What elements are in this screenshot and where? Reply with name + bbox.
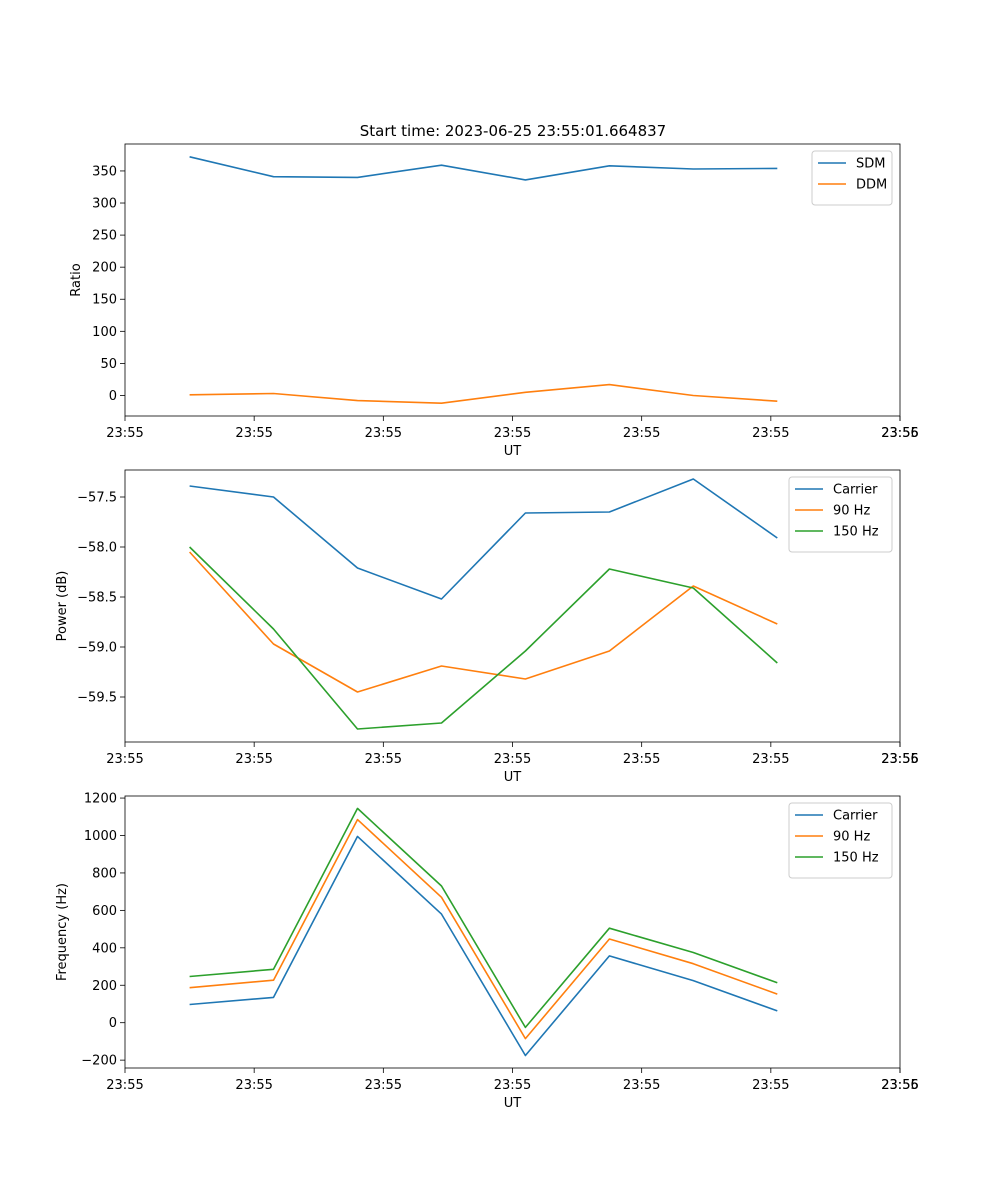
plot-frame bbox=[124, 469, 901, 743]
x-axis-label: UT bbox=[504, 444, 522, 459]
y-tick-label: 0 bbox=[109, 389, 117, 404]
x-tick-label: 23:55 bbox=[881, 426, 918, 441]
x-tick-label: 23:55 bbox=[235, 1078, 272, 1093]
y-tick-label: 1000 bbox=[84, 829, 117, 844]
y-tick-label: 300 bbox=[92, 197, 117, 212]
x-tick-label: 23:55 bbox=[623, 752, 660, 767]
y-axis-label: Ratio bbox=[69, 263, 84, 296]
legend: Carrier 90 Hz 150 Hz bbox=[788, 476, 893, 553]
x-tick-label: 23:55 bbox=[365, 752, 402, 767]
y-tick-label: 400 bbox=[92, 941, 117, 956]
y-axis-label: Frequency (Hz) bbox=[55, 883, 70, 981]
legend-label: SDM bbox=[856, 157, 885, 172]
legend-box bbox=[788, 802, 893, 879]
chart-panel-3: 23:55 23:55 23:55 23:55 23:55 23:55 23:5523:56… bbox=[55, 792, 919, 1111]
chart-panel-1: 23:55 23:55 23:55 23:55 23:55 23:55 23:5523:56… bbox=[69, 143, 919, 459]
plot-frame bbox=[124, 143, 901, 417]
y-tick-label: −57.5 bbox=[77, 491, 117, 506]
series-line-carrier bbox=[189, 478, 778, 600]
legend-label: Carrier bbox=[833, 809, 878, 824]
y-tick-label: 150 bbox=[92, 293, 117, 308]
series-line-90-hz bbox=[189, 818, 778, 1040]
x-tick-label: 23:55 bbox=[752, 426, 789, 441]
axes-layer: 23:55 23:55 23:55 23:55 23:55 23:55 23:5523:56… bbox=[55, 143, 919, 1111]
series-line-carrier bbox=[189, 835, 778, 1057]
series-line-90-hz bbox=[189, 551, 778, 693]
series-line-150-hz bbox=[189, 807, 778, 1029]
y-tick-label: −58.0 bbox=[77, 541, 117, 556]
legend: SDM DDM bbox=[811, 150, 893, 206]
y-tick-label: −59.0 bbox=[77, 641, 117, 656]
x-tick-label: 23:55 bbox=[494, 426, 531, 441]
x-axis-label: UT bbox=[504, 1096, 522, 1111]
y-tick-label: 100 bbox=[92, 325, 117, 340]
x-tick-label: 23:55 bbox=[623, 1078, 660, 1093]
x-axis-label: UT bbox=[504, 770, 522, 785]
y-tick-label: −200 bbox=[81, 1054, 117, 1069]
x-tick-label: 23:55 bbox=[106, 426, 143, 441]
legend: Carrier 90 Hz 150 Hz bbox=[788, 802, 893, 879]
legend-label: 90 Hz bbox=[833, 830, 870, 845]
legend-box bbox=[788, 476, 893, 553]
x-tick-label: 23:55 bbox=[365, 426, 402, 441]
legend-box bbox=[811, 150, 893, 206]
x-tick-label: 23:55 bbox=[752, 752, 789, 767]
y-tick-label: 800 bbox=[92, 866, 117, 881]
plot-frame bbox=[124, 795, 901, 1069]
x-tick-label: 23:56 bbox=[881, 1078, 918, 1093]
y-tick-label: 50 bbox=[100, 357, 117, 372]
x-tick-label: 23:55 bbox=[881, 752, 918, 767]
y-tick-label: 600 bbox=[92, 904, 117, 919]
series-line-sdm bbox=[189, 156, 778, 181]
y-axis-label: Power (dB) bbox=[55, 571, 70, 642]
legend-label: 90 Hz bbox=[833, 504, 870, 519]
figure-title: Start time: 2023-06-25 23:55:01.664837 bbox=[360, 122, 666, 140]
x-tick-label: 23:56 bbox=[881, 426, 918, 441]
x-tick-label: 23:55 bbox=[106, 752, 143, 767]
legend-label: Carrier bbox=[833, 483, 878, 498]
x-tick-label: 23:56 bbox=[881, 752, 918, 767]
x-tick-label: 23:55 bbox=[235, 752, 272, 767]
legend-label: 150 Hz bbox=[833, 851, 879, 866]
y-tick-label: −59.5 bbox=[77, 691, 117, 706]
y-tick-label: 350 bbox=[92, 164, 117, 179]
x-tick-label: 23:55 bbox=[494, 1078, 531, 1093]
x-tick-label: 23:55 bbox=[623, 426, 660, 441]
y-tick-label: 1200 bbox=[84, 792, 117, 807]
x-tick-label: 23:55 bbox=[752, 1078, 789, 1093]
series-line-ddm bbox=[189, 383, 778, 405]
y-tick-label: 250 bbox=[92, 229, 117, 244]
x-tick-label: 23:55 bbox=[365, 1078, 402, 1093]
legend-label: 150 Hz bbox=[833, 525, 879, 540]
y-tick-label: 200 bbox=[92, 979, 117, 994]
y-tick-label: 0 bbox=[109, 1016, 117, 1031]
x-tick-label: 23:55 bbox=[235, 426, 272, 441]
y-tick-label: −58.5 bbox=[77, 591, 117, 606]
x-tick-label: 23:55 bbox=[881, 1078, 918, 1093]
chart-panel-2: 23:55 23:55 23:55 23:55 23:55 23:55 23:5523:56… bbox=[55, 469, 919, 785]
y-tick-label: 200 bbox=[92, 261, 117, 276]
series-line-150-hz bbox=[189, 546, 778, 730]
x-tick-label: 23:55 bbox=[106, 1078, 143, 1093]
legend-label: DDM bbox=[856, 178, 887, 193]
x-tick-label: 23:55 bbox=[494, 752, 531, 767]
